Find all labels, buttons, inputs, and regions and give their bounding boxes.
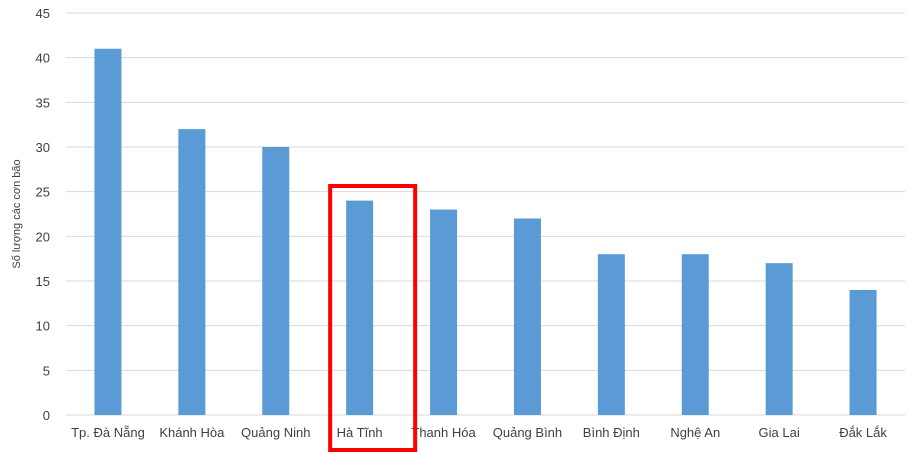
bar — [346, 200, 374, 415]
y-axis-ticks: 0 5 10 15 20 25 30 35 40 45 — [36, 6, 50, 423]
x-tick-label: Hà Tĩnh — [337, 425, 383, 440]
y-tick-label: 0 — [43, 408, 50, 423]
y-tick-label: 15 — [36, 274, 50, 289]
x-tick-label: Nghệ An — [670, 425, 720, 440]
highlight-box — [328, 184, 418, 452]
bar — [681, 254, 709, 415]
x-tick-label: Gia Lai — [759, 425, 800, 440]
highlight-layer — [328, 184, 418, 452]
y-tick-label: 40 — [36, 51, 50, 66]
x-tick-label: Bình Định — [583, 425, 640, 440]
bars — [94, 48, 877, 415]
bar — [597, 254, 625, 415]
bar — [849, 289, 877, 415]
gridlines — [66, 12, 905, 416]
y-axis-title: Số lượng các cơn bão — [11, 159, 23, 268]
bar — [430, 209, 458, 415]
bar — [94, 48, 122, 415]
y-tick-label: 5 — [43, 363, 50, 378]
bar — [513, 218, 541, 415]
bar — [178, 129, 206, 415]
x-tick-label: Khánh Hòa — [159, 425, 225, 440]
y-tick-label: 45 — [36, 6, 50, 21]
y-tick-label: 30 — [36, 140, 50, 155]
x-tick-label: Thanh Hóa — [411, 425, 476, 440]
y-tick-label: 20 — [36, 229, 50, 244]
bar — [765, 263, 793, 415]
y-tick-label: 10 — [36, 319, 50, 334]
x-tick-label: Quảng Bình — [493, 425, 562, 440]
y-tick-label: 35 — [36, 95, 50, 110]
x-tick-label: Quảng Ninh — [241, 425, 310, 440]
x-tick-label: Đắk Lắk — [839, 425, 887, 440]
x-tick-label: Tp. Đà Nẵng — [71, 425, 145, 440]
y-tick-label: 25 — [36, 185, 50, 200]
x-axis-ticks: Tp. Đà Nẵng Khánh Hòa Quảng Ninh Hà Tĩnh Tha… — [71, 425, 887, 440]
bar — [262, 147, 290, 415]
